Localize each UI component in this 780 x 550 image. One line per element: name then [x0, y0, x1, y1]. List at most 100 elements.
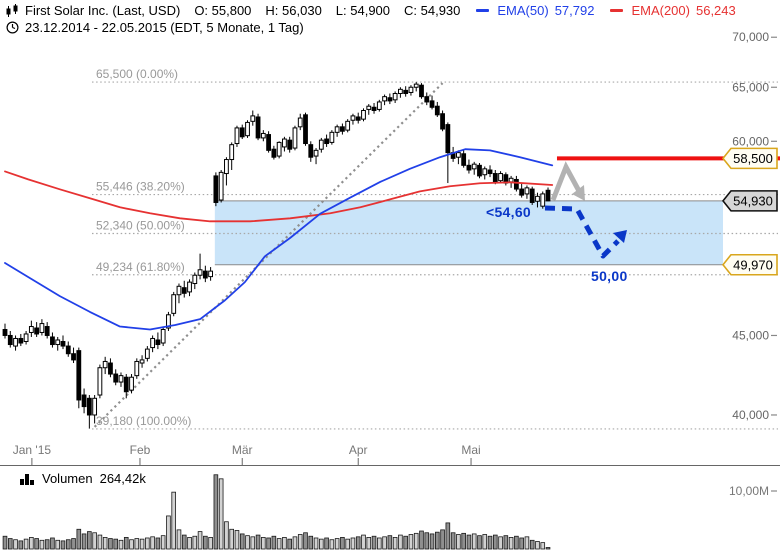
candle-body: [234, 127, 240, 145]
volume-bar: [134, 538, 140, 550]
instrument-title: First Solar Inc. (Last, USD): [25, 3, 181, 18]
volume-bar: [229, 528, 234, 550]
support-zone[interactable]: [214, 200, 723, 265]
fib-level-label: 65,500 (0.00%): [96, 67, 178, 81]
volume-bar: [166, 515, 171, 550]
candle-body: [345, 120, 351, 131]
candle-body: [313, 149, 319, 157]
low-value: L: 54,900: [335, 3, 391, 18]
ema50-legend-label[interactable]: EMA(50): [497, 3, 549, 18]
candle-body: [308, 144, 314, 158]
ema50-line: [4, 148, 554, 331]
price-target-label-54-60[interactable]: <54,60: [486, 204, 532, 220]
volume-bar: [44, 539, 50, 550]
candle-body: [97, 367, 103, 396]
candle-body: [166, 314, 171, 329]
candle-body: [239, 127, 245, 138]
candle-body: [440, 113, 445, 130]
volume-bar: [192, 535, 198, 550]
candle-body: [350, 115, 356, 121]
candle-body: [113, 373, 119, 383]
candle-body: [150, 337, 156, 349]
volume-bar: [382, 536, 387, 550]
volume-bar: [466, 534, 472, 550]
candle-body: [287, 139, 293, 150]
close-value: C: 54,930: [404, 3, 461, 18]
candle-body: [245, 121, 250, 137]
candle-body: [139, 359, 145, 364]
candle-body: [218, 171, 224, 201]
candle-body: [371, 106, 377, 111]
candle-body: [76, 350, 82, 401]
candle-body: [208, 270, 214, 278]
candle-body: [303, 114, 308, 145]
candle-body: [255, 116, 261, 139]
price-axis-label: 60,000: [732, 134, 769, 148]
candle-body: [28, 326, 34, 333]
volume-bar: [345, 538, 350, 550]
volume-bar: [129, 539, 134, 550]
price-axis-label: 40,000: [732, 408, 769, 422]
price-tag-value: 49,970: [733, 257, 773, 272]
candle-body: [224, 159, 229, 175]
volume-bar: [81, 533, 87, 550]
volume-bar: [366, 537, 372, 550]
volume-bar: [108, 538, 113, 550]
candle-body: [276, 141, 282, 157]
candle-body: [535, 195, 540, 202]
blue-projection-arrow[interactable]: [544, 205, 620, 259]
candle-body: [92, 397, 98, 416]
price-tag-49-970[interactable]: [721, 253, 778, 276]
volume-bar: [540, 542, 546, 550]
price-target-label-50-00[interactable]: 50,00: [591, 268, 628, 284]
candle-body: [181, 287, 187, 294]
candle-body: [81, 394, 87, 408]
volume-legend-value: 264,42k: [99, 471, 146, 486]
volume-bar: [171, 491, 177, 550]
candle-body: [408, 86, 414, 93]
volume-bar: [355, 536, 361, 550]
ema200-legend-swatch: [610, 9, 624, 12]
volume-bar: [429, 533, 435, 550]
month-label: Jan '15: [13, 443, 52, 457]
ema50-legend-swatch: [476, 9, 490, 12]
month-label: Mai: [461, 443, 480, 457]
volume-bar: [76, 528, 82, 550]
volume-bar: [503, 535, 509, 550]
price-tag-58-500[interactable]: [721, 147, 778, 170]
candle-body: [13, 337, 18, 347]
ema200-legend-label[interactable]: EMA(200): [631, 3, 690, 18]
month-label: Mär: [232, 443, 253, 457]
volume-bar: [377, 537, 382, 550]
candle-body: [355, 116, 361, 121]
volume-bar: [176, 529, 182, 550]
volume-bar: [213, 474, 219, 550]
volume-bar: [292, 536, 298, 550]
month-label: Feb: [130, 443, 151, 457]
candle-body: [229, 144, 235, 161]
instrument-header: First Solar Inc. (Last, USD) O: 55,800 H…: [6, 3, 736, 18]
candle-body: [498, 173, 503, 182]
gray-projection-arrow[interactable]: [550, 161, 582, 201]
candle-body: [376, 101, 382, 110]
volume-bar: [398, 534, 403, 550]
volume-bar: [29, 537, 34, 550]
volume-bar: [545, 547, 551, 550]
price-tag-54-930[interactable]: [721, 190, 778, 212]
volume-bar: [313, 537, 319, 550]
candle-body: [23, 333, 29, 342]
fib-level-label: 55,446 (38.20%): [96, 180, 185, 194]
candle-body: [44, 326, 50, 336]
candle-body: [482, 168, 488, 176]
volume-bar: [218, 478, 224, 550]
clock-icon: [6, 21, 19, 34]
volume-bar: [340, 537, 345, 550]
volume-bar: [329, 539, 335, 550]
volume-bar: [435, 531, 440, 550]
volume-bar: [60, 540, 66, 550]
candle-body: [86, 397, 92, 416]
volume-bar: [255, 534, 261, 550]
candle-body: [129, 376, 134, 391]
